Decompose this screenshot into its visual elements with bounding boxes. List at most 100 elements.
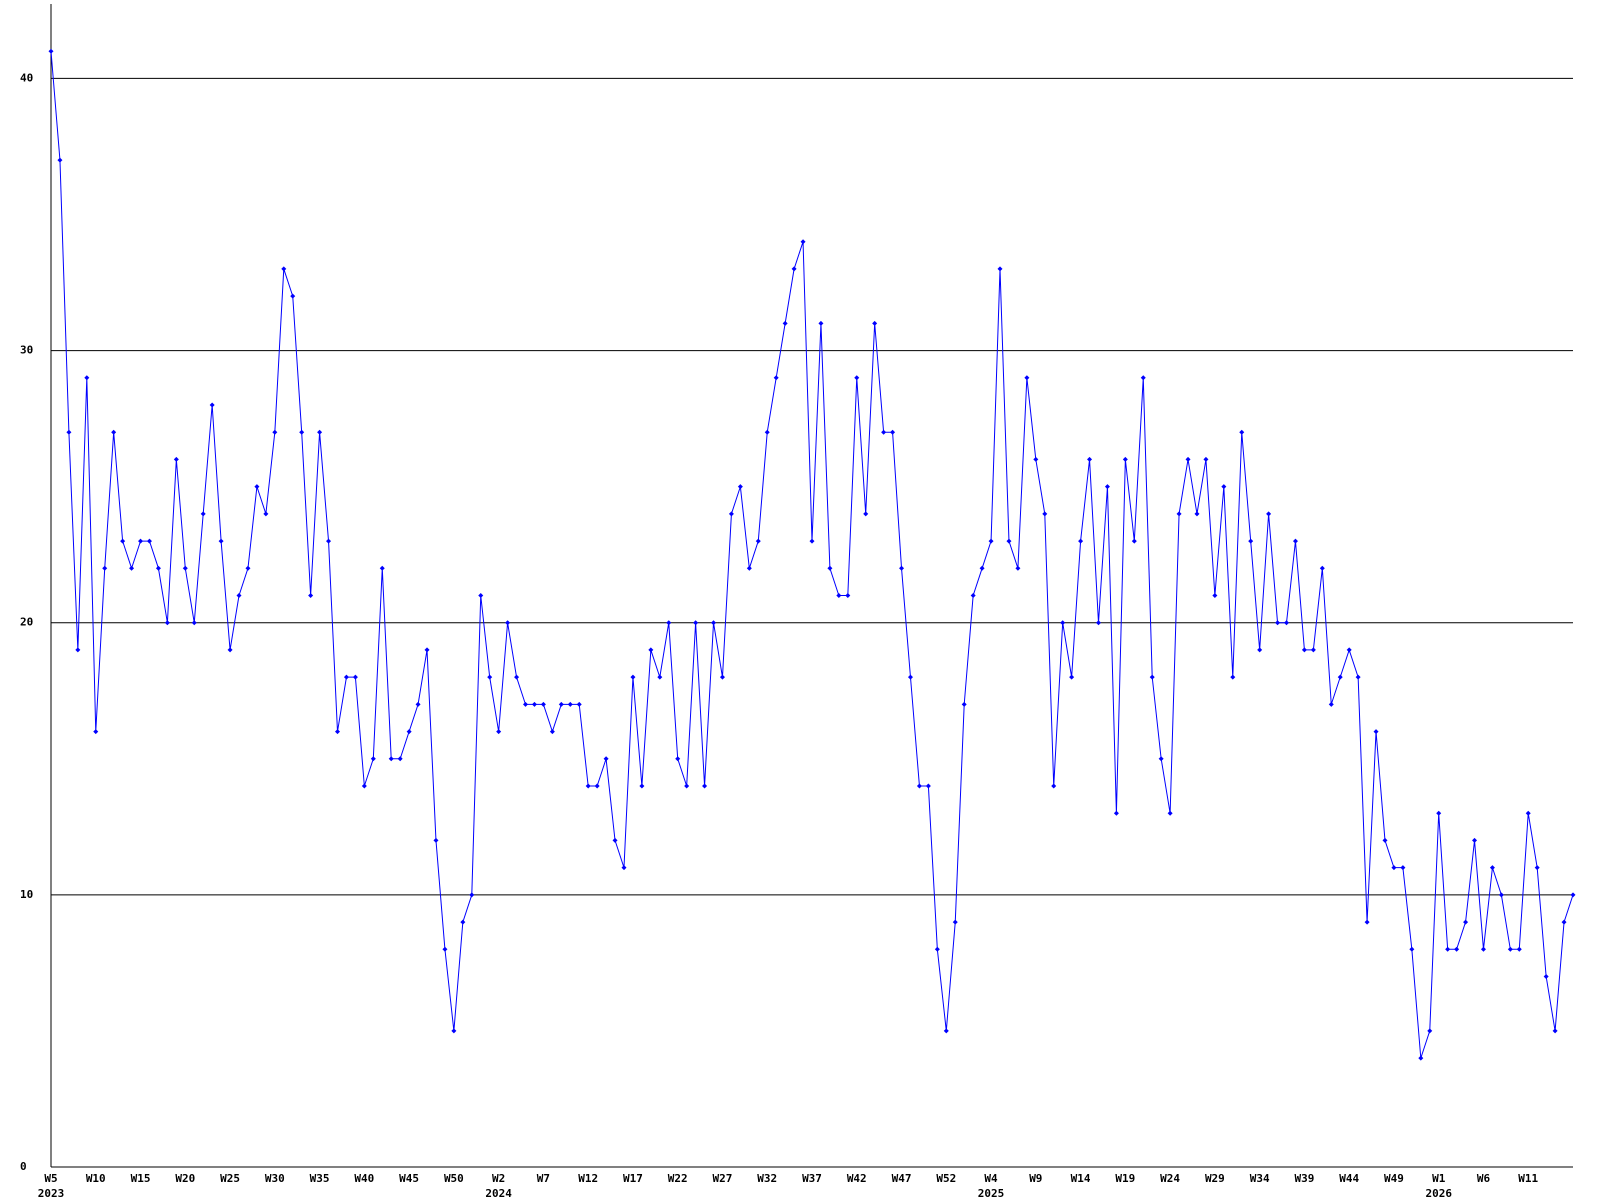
x-year-label: 2024 [485,1187,512,1200]
y-tick-label: 40 [20,71,33,84]
point [263,511,269,517]
x-tick-label: W19 [1115,1172,1135,1185]
point [1248,538,1254,544]
point [138,538,144,544]
point [1525,810,1531,816]
y-tick-label: 20 [20,616,33,629]
x-tick-label: W10 [86,1172,106,1185]
point [308,593,314,598]
x-tick-label: W4 [984,1172,998,1185]
point [827,565,833,571]
point [630,674,636,680]
point [254,484,260,490]
x-tick-label: W12 [578,1172,598,1185]
x-tick-label: W22 [668,1172,688,1185]
point [612,837,618,843]
point [1292,538,1298,544]
point [1006,538,1012,544]
point [899,565,905,571]
x-tick-label: W5 [44,1172,57,1185]
point [1409,946,1415,952]
x-tick-label: W45 [399,1172,419,1185]
point [719,674,725,680]
point [111,429,117,435]
point [75,647,81,653]
point [836,593,842,598]
point [764,429,770,435]
point [1489,865,1495,871]
point [66,429,72,435]
point [1140,375,1146,381]
point [120,538,126,544]
point [925,783,931,789]
point [200,511,206,517]
point [478,593,484,598]
point [102,565,108,571]
point [1185,456,1191,462]
point [809,538,815,544]
point [693,620,699,626]
point [451,1028,457,1034]
point [639,783,645,789]
point [1033,456,1039,462]
point [1042,511,1048,517]
point [1445,946,1451,952]
point [84,375,90,381]
point [397,756,403,762]
point [997,266,1003,272]
point [514,674,520,680]
point [146,538,152,544]
point [1051,783,1057,789]
point [379,565,385,571]
point [343,674,349,680]
point [916,783,922,789]
point [1310,647,1316,653]
point [1418,1055,1424,1061]
point [433,837,439,843]
point [872,320,878,326]
x-year-label: 2025 [978,1187,1005,1200]
x-tick-label: W32 [757,1172,777,1185]
point [173,456,179,462]
point [1015,565,1021,571]
point [934,946,940,952]
point [648,647,654,653]
point [684,783,690,789]
point [370,756,376,762]
point [585,783,591,789]
point [782,320,788,326]
point [773,375,779,381]
x-tick-label: W27 [713,1172,733,1185]
point [1239,429,1245,435]
point [576,701,582,707]
point [299,429,305,435]
point [1552,1028,1558,1034]
point [182,565,188,571]
y-tick-label: 10 [20,888,33,901]
point [970,593,976,598]
point [155,565,161,571]
point [863,511,869,517]
point [791,266,797,272]
x-tick-label: W47 [892,1172,912,1185]
point [1087,456,1093,462]
x-tick-label: W1 [1432,1172,1446,1185]
point [164,620,170,626]
point [290,293,296,299]
point [415,701,421,707]
point [505,620,511,626]
x-tick-label: W2 [492,1172,505,1185]
x-tick-label: W37 [802,1172,822,1185]
point [236,593,242,598]
point [1284,620,1290,626]
point [979,565,985,571]
point [1095,620,1101,626]
point [1337,674,1343,680]
point [1024,375,1030,381]
point [1436,810,1442,816]
point [1060,620,1066,626]
point [1427,1028,1433,1034]
point [1104,484,1110,490]
x-tick-label: W40 [354,1172,374,1185]
x-tick-label: W35 [310,1172,330,1185]
